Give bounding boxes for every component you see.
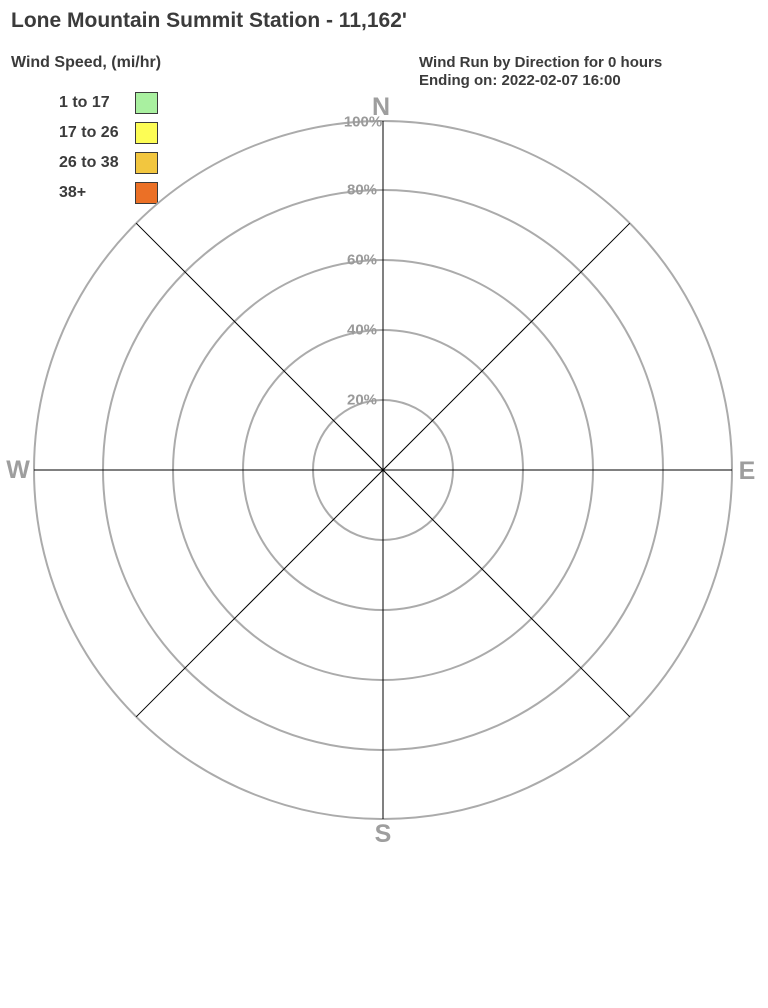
tick-label-80pct: 80% bbox=[347, 182, 377, 199]
legend-item-speed-3: 26 to 38 bbox=[0, 148, 200, 178]
page-title: Lone Mountain Summit Station - 11,162' bbox=[11, 9, 407, 32]
legend-swatch-green bbox=[135, 92, 158, 114]
legend-swatch-yellow bbox=[135, 122, 158, 144]
polar-grid-spokes bbox=[34, 121, 732, 819]
legend-label: 38+ bbox=[59, 184, 87, 201]
legend-label: 1 to 17 bbox=[59, 94, 110, 111]
legend-title: Wind Speed, (mi/hr) bbox=[11, 54, 162, 71]
legend-label: 26 to 38 bbox=[59, 154, 119, 171]
compass-label-south: S bbox=[375, 820, 392, 848]
compass-label-north: N bbox=[372, 93, 390, 121]
compass-label-east: E bbox=[739, 457, 756, 485]
legend-item-speed-4: 38+ bbox=[0, 178, 200, 208]
compass-labels: N E S W bbox=[6, 93, 755, 848]
legend-label: 17 to 26 bbox=[59, 124, 119, 141]
tick-label-20pct: 20% bbox=[347, 392, 377, 409]
legend-item-speed-2: 17 to 26 bbox=[0, 118, 200, 148]
tick-label-60pct: 60% bbox=[347, 252, 377, 269]
tick-label-40pct: 40% bbox=[347, 322, 377, 339]
compass-label-west: W bbox=[6, 456, 30, 484]
spoke-ne-sw bbox=[135, 222, 631, 718]
chart-info-line2: Ending on: 2022-02-07 16:00 bbox=[419, 72, 621, 89]
chart-info: Wind Run by Direction for 0 hours Ending… bbox=[419, 54, 662, 90]
legend-swatch-orange bbox=[135, 182, 158, 204]
legend-swatch-amber bbox=[135, 152, 158, 174]
radial-tick-labels: 20% 40% 60% 80% 100% bbox=[344, 114, 382, 409]
chart-info-line1: Wind Run by Direction for 0 hours bbox=[419, 54, 663, 71]
legend-item-speed-1: 1 to 17 bbox=[0, 88, 200, 118]
tick-label-100pct: 100% bbox=[344, 114, 382, 131]
